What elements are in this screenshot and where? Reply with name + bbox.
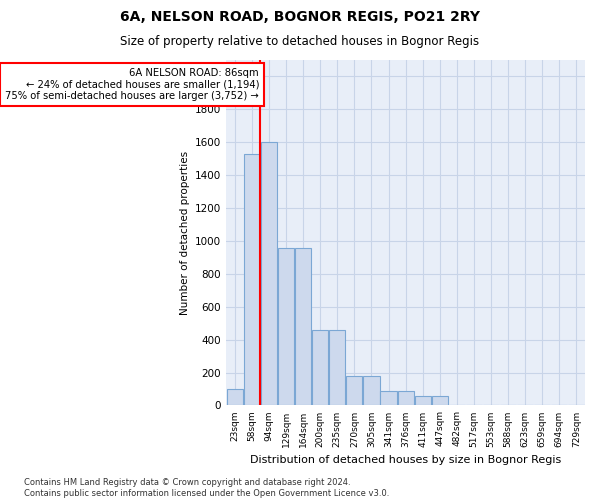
Bar bbox=[380, 390, 397, 406]
Text: 6A, NELSON ROAD, BOGNOR REGIS, PO21 2RY: 6A, NELSON ROAD, BOGNOR REGIS, PO21 2RY bbox=[120, 10, 480, 24]
Bar bbox=[312, 330, 328, 406]
Bar bbox=[415, 396, 431, 406]
Text: 6A NELSON ROAD: 86sqm
← 24% of detached houses are smaller (1,194)
75% of semi-d: 6A NELSON ROAD: 86sqm ← 24% of detached … bbox=[5, 68, 259, 102]
Bar bbox=[295, 248, 311, 406]
Bar bbox=[227, 389, 243, 406]
Text: Contains HM Land Registry data © Crown copyright and database right 2024.
Contai: Contains HM Land Registry data © Crown c… bbox=[24, 478, 389, 498]
Bar bbox=[278, 248, 294, 406]
Bar bbox=[329, 330, 346, 406]
Bar bbox=[431, 396, 448, 406]
Bar bbox=[398, 390, 414, 406]
X-axis label: Distribution of detached houses by size in Bognor Regis: Distribution of detached houses by size … bbox=[250, 455, 561, 465]
Bar bbox=[261, 142, 277, 406]
Bar bbox=[244, 154, 260, 406]
Bar bbox=[346, 376, 362, 406]
Text: Size of property relative to detached houses in Bognor Regis: Size of property relative to detached ho… bbox=[121, 35, 479, 48]
Y-axis label: Number of detached properties: Number of detached properties bbox=[179, 150, 190, 315]
Bar bbox=[364, 376, 380, 406]
